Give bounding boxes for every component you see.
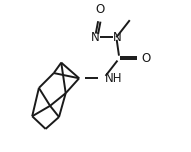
Text: N: N: [91, 31, 100, 44]
Text: N: N: [113, 31, 121, 44]
Text: NH: NH: [105, 72, 123, 85]
Text: O: O: [142, 52, 151, 65]
Text: O: O: [95, 3, 105, 16]
